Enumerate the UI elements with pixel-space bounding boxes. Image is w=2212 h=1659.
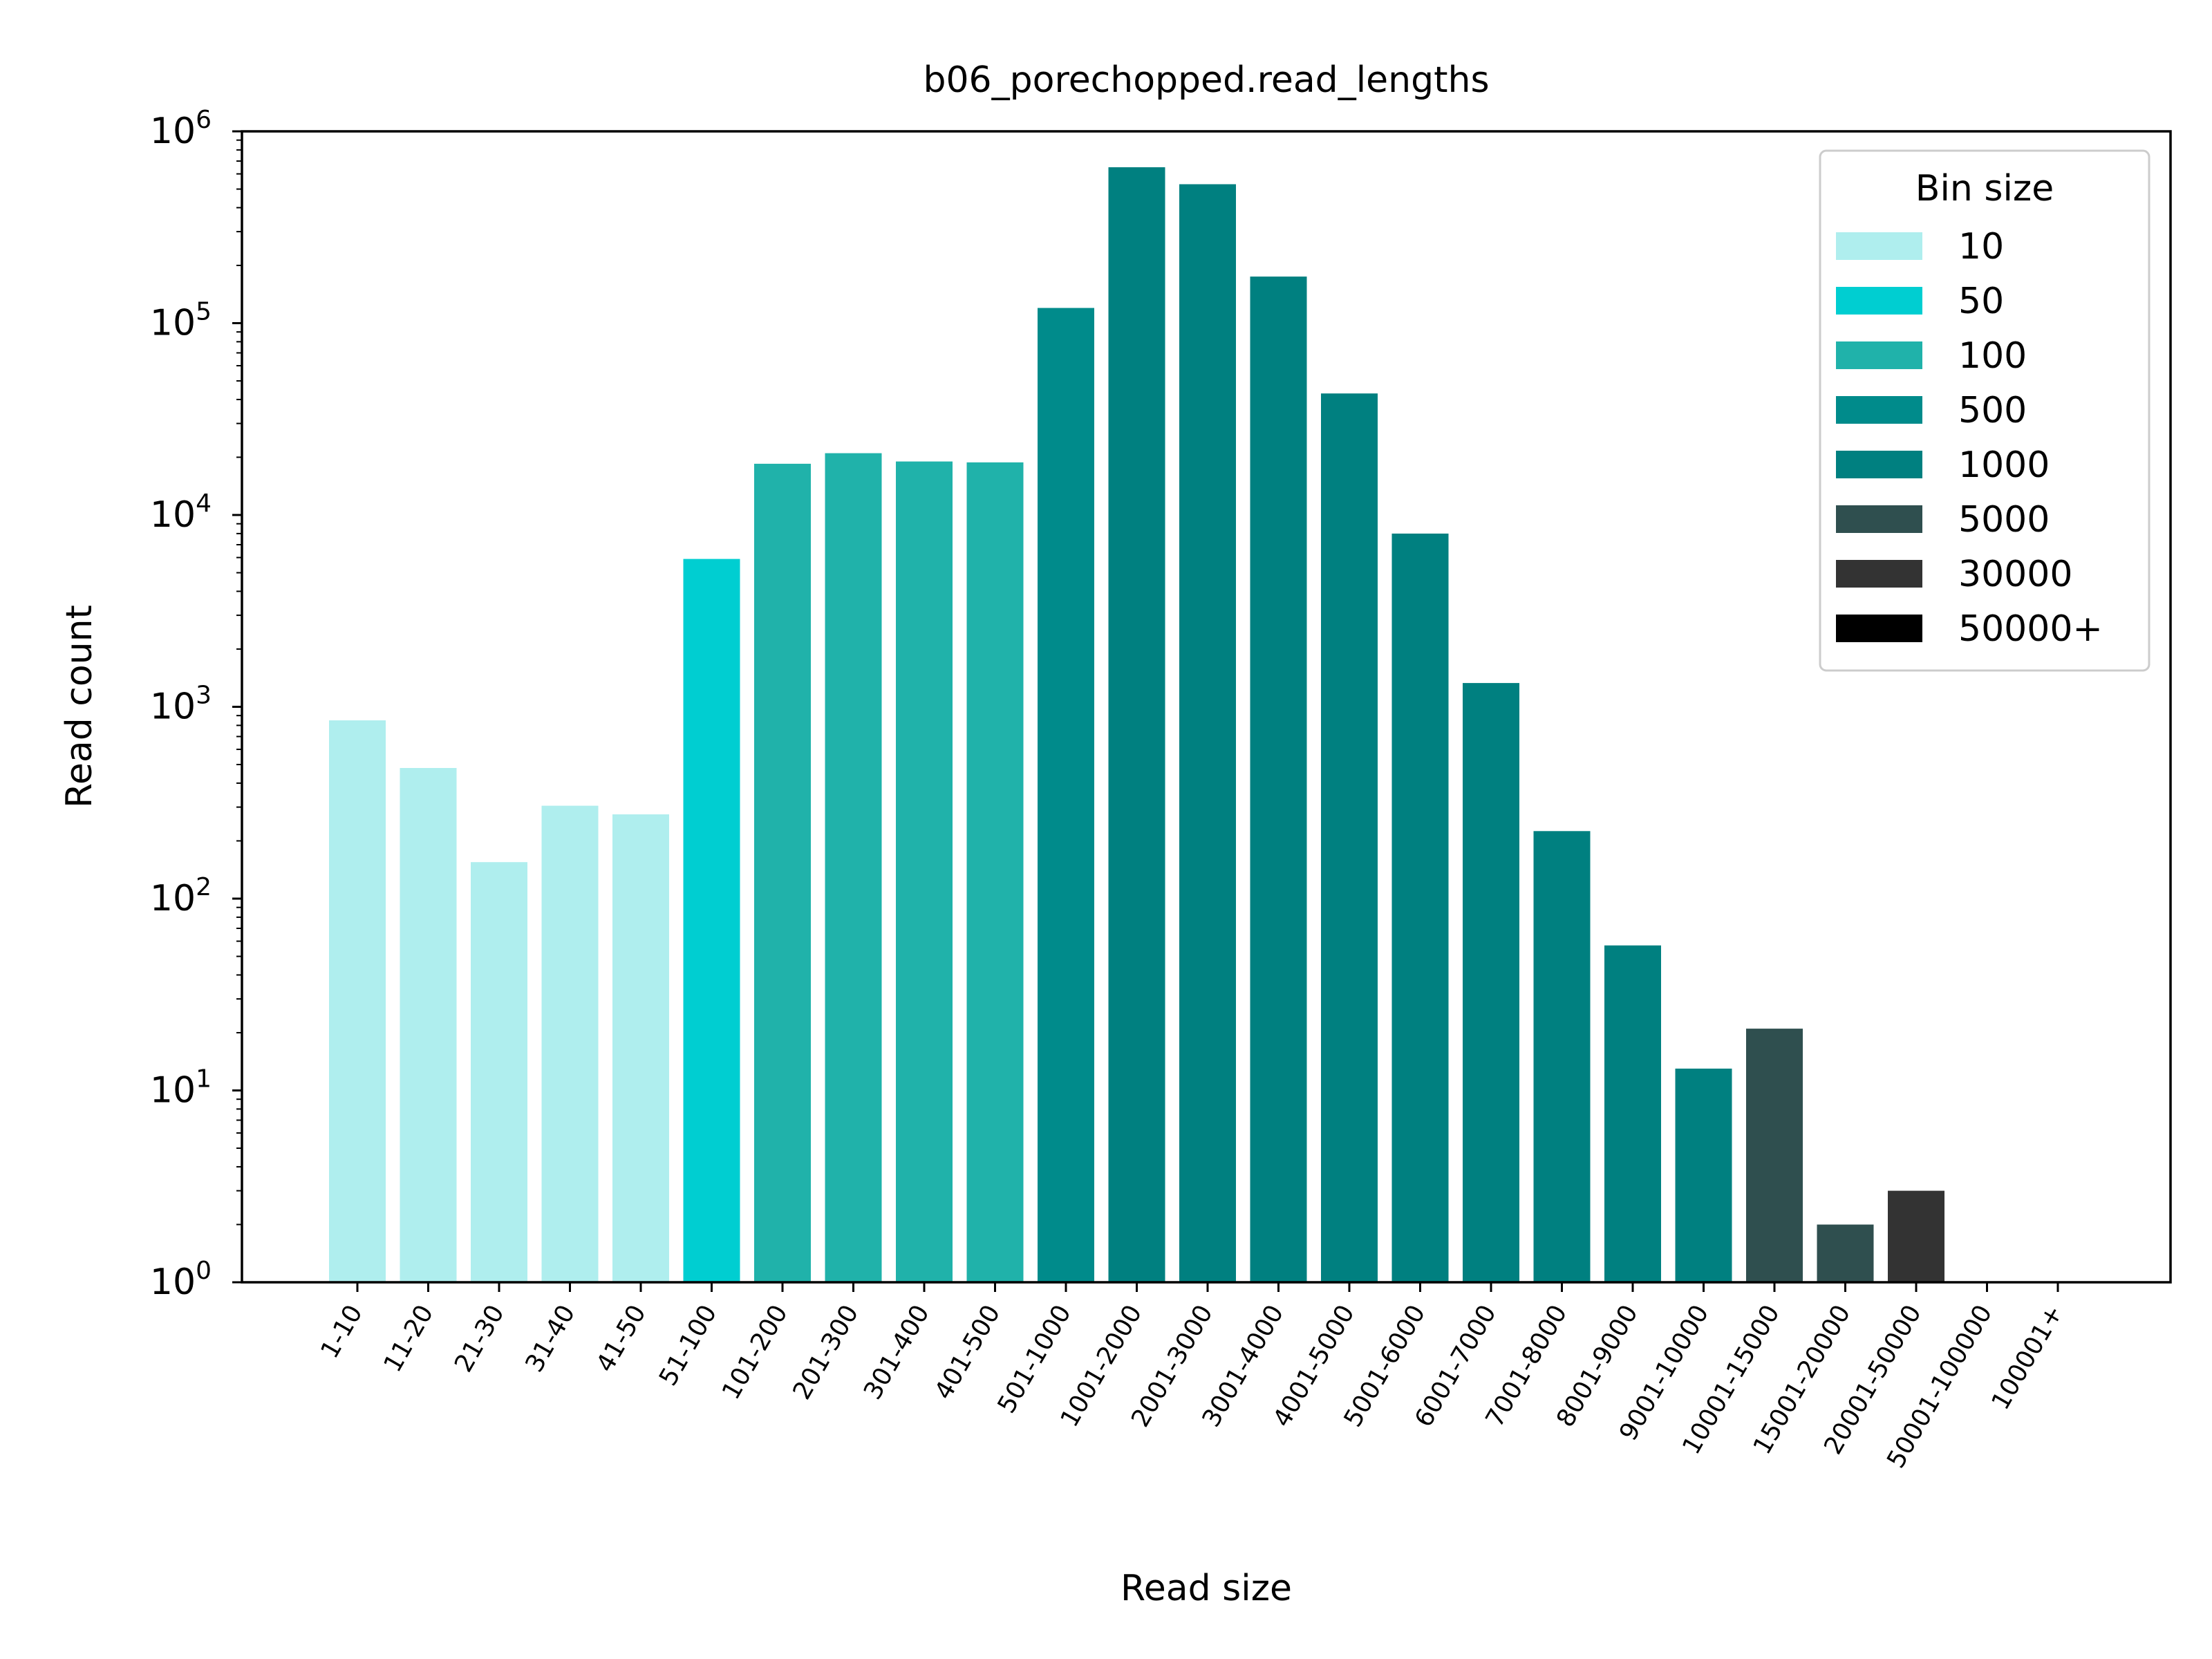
bar-3001-4000 bbox=[1250, 276, 1307, 1283]
bar-1001-2000 bbox=[1108, 167, 1165, 1282]
legend-swatch-1000 bbox=[1836, 451, 1922, 478]
bar-101-200 bbox=[754, 463, 811, 1282]
y-tick-label: 101 bbox=[150, 1065, 212, 1112]
bar-401-500 bbox=[966, 462, 1024, 1282]
y-tick-base: 10 bbox=[150, 686, 196, 728]
bar-301-400 bbox=[896, 461, 953, 1282]
y-tick-label: 102 bbox=[150, 873, 212, 919]
bars-group bbox=[329, 167, 1944, 1283]
bar-11-20 bbox=[400, 768, 457, 1282]
y-tick-base: 10 bbox=[150, 303, 196, 344]
bar-6001-7000 bbox=[1463, 683, 1519, 1282]
y-tick-exponent: 6 bbox=[196, 106, 212, 134]
legend-title: Bin size bbox=[1915, 168, 2054, 209]
bar-201-300 bbox=[825, 453, 882, 1282]
bar-9001-10000 bbox=[1675, 1068, 1732, 1282]
bar-10001-15000 bbox=[1746, 1029, 1803, 1282]
bar-51-100 bbox=[683, 559, 740, 1282]
legend-swatch-500 bbox=[1836, 396, 1922, 424]
y-tick-label: 104 bbox=[150, 489, 212, 536]
bar-20001-50000 bbox=[1888, 1190, 1944, 1282]
legend: Bin size 10 50 100 500 1000 5000 30000 50000+ bbox=[1819, 149, 2150, 672]
bar-1-10 bbox=[329, 720, 386, 1282]
y-tick-base: 10 bbox=[150, 1070, 196, 1112]
y-tick-base: 10 bbox=[150, 1262, 196, 1303]
bar-31-40 bbox=[541, 805, 599, 1282]
bar-4001-5000 bbox=[1321, 393, 1378, 1283]
bar-501-1000 bbox=[1038, 308, 1094, 1282]
y-tick-label: 103 bbox=[150, 682, 212, 728]
y-tick-exponent: 1 bbox=[196, 1065, 212, 1094]
y-tick-base: 10 bbox=[150, 878, 196, 919]
bar-41-50 bbox=[612, 814, 669, 1282]
legend-label-500: 500 bbox=[1958, 390, 2027, 431]
legend-swatch-10 bbox=[1836, 232, 1922, 260]
plot-frame bbox=[241, 130, 2172, 1284]
chart-title: b06_porechopped.read_lengths bbox=[923, 59, 1489, 101]
y-tick-exponent: 3 bbox=[196, 682, 212, 710]
y-tick-base: 10 bbox=[150, 111, 196, 152]
legend-box bbox=[1819, 149, 2150, 672]
y-tick-label: 100 bbox=[150, 1257, 212, 1303]
legend-swatch-100 bbox=[1836, 341, 1922, 369]
legend-label-1000: 1000 bbox=[1958, 444, 2050, 486]
bar-2001-3000 bbox=[1179, 184, 1236, 1282]
y-tick-exponent: 4 bbox=[196, 489, 212, 518]
y-tick-exponent: 2 bbox=[196, 873, 212, 901]
legend-label-50000+: 50000+ bbox=[1958, 608, 2103, 650]
y-tick-exponent: 0 bbox=[196, 1257, 212, 1285]
legend-swatch-50 bbox=[1836, 287, 1922, 315]
bar-7001-8000 bbox=[1533, 831, 1591, 1282]
legend-label-10: 10 bbox=[1958, 226, 2004, 268]
y-tick-base: 10 bbox=[150, 494, 196, 536]
y-tick-exponent: 5 bbox=[196, 298, 212, 326]
legend-swatch-50000+ bbox=[1836, 615, 1922, 642]
bar-15001-20000 bbox=[1817, 1224, 1874, 1282]
legend-label-100: 100 bbox=[1958, 335, 2027, 377]
legend-swatch-5000 bbox=[1836, 505, 1922, 533]
bar-8001-9000 bbox=[1604, 945, 1661, 1282]
y-tick-label: 106 bbox=[150, 106, 212, 152]
legend-swatch-30000 bbox=[1836, 560, 1922, 588]
legend-label-50: 50 bbox=[1958, 281, 2004, 322]
legend-label-30000: 30000 bbox=[1958, 554, 2072, 595]
bar-5001-6000 bbox=[1391, 533, 1449, 1282]
y-tick-label: 105 bbox=[150, 298, 212, 344]
bar-21-30 bbox=[471, 862, 527, 1282]
x-axis-label: Read size bbox=[1121, 1568, 1292, 1609]
y-axis-label: Read count bbox=[59, 605, 100, 808]
legend-label-5000: 5000 bbox=[1958, 499, 2050, 541]
